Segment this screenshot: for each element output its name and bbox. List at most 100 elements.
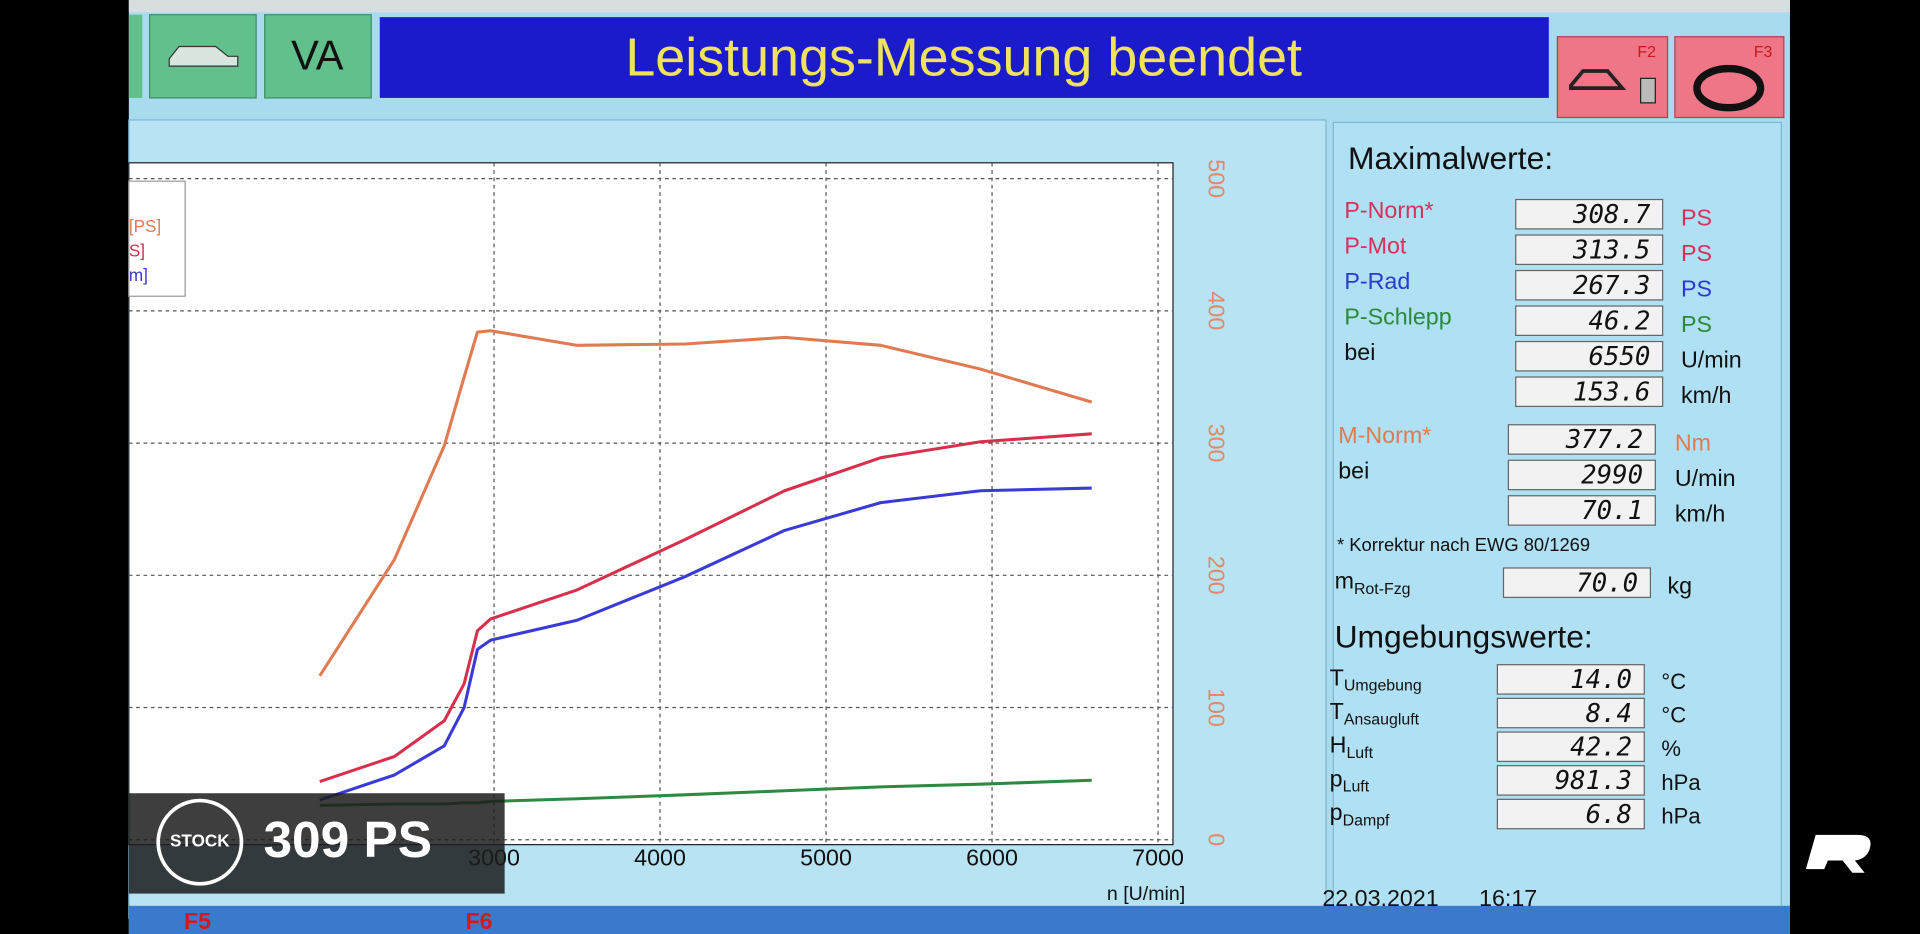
value: 70.0 (1576, 568, 1638, 598)
va-button[interactable] (264, 14, 372, 99)
label-main: p (1330, 799, 1343, 825)
row-unit: PS (1681, 240, 1712, 266)
button[interactable] (128, 14, 143, 98)
label-main: H (1330, 732, 1347, 758)
value-box (1515, 340, 1664, 372)
label-sub: Luft (1343, 779, 1370, 796)
x-tick-label: 5000 (800, 844, 852, 870)
row-label: bei (1344, 339, 1375, 365)
function-bar (128, 905, 1790, 934)
row-unit: hPa (1661, 770, 1701, 795)
row-unit: Nm (1675, 429, 1711, 455)
note: * Korrektur nach EWG 80/1269 (1337, 534, 1590, 555)
y-tick-label: 300 (1203, 424, 1229, 463)
series-line (319, 432, 1092, 784)
legend-text: S] (129, 241, 145, 261)
row-label: pDampf (1330, 799, 1390, 829)
row-label: P-Rad (1344, 268, 1410, 294)
car-icon (168, 45, 239, 67)
label-main: T (1330, 665, 1344, 691)
value: 313.5 (1572, 235, 1650, 265)
row-label: bei (1338, 458, 1369, 484)
value-box (1496, 664, 1645, 695)
value-box (1496, 697, 1645, 729)
row-unit: PS (1681, 275, 1712, 301)
value-box (1496, 731, 1645, 763)
badge-circle (156, 798, 244, 886)
x-tick-label: 4000 (634, 844, 686, 870)
f3-label: F3 (1754, 44, 1773, 61)
row-label: P-Mot (1344, 232, 1407, 258)
value-box (1515, 198, 1664, 230)
plot-area (128, 162, 1174, 846)
row-unit: km/h (1675, 500, 1725, 526)
label-sub: Ansaugluft (1344, 712, 1420, 729)
label-main: T (1330, 698, 1344, 724)
value-box (1515, 376, 1664, 408)
value: 6550 (1589, 342, 1651, 372)
row-unit: U/min (1681, 346, 1742, 372)
value: 267.3 (1573, 271, 1650, 301)
row-unit: kg (1668, 573, 1693, 599)
legend-text: [PS] (129, 216, 161, 236)
y-tick-label: 500 (1203, 159, 1229, 198)
brake-icon (1693, 64, 1765, 112)
value: 377.2 (1565, 425, 1643, 455)
value-box (1507, 459, 1656, 491)
row-unit: U/min (1675, 465, 1736, 491)
row-label: P-Norm* (1344, 197, 1433, 223)
label-sub: Umgebung (1344, 678, 1422, 695)
label-sub: Luft (1346, 745, 1373, 762)
y-tick-label: 200 (1203, 556, 1229, 595)
label-main: p (1330, 766, 1343, 792)
overlay-box (128, 793, 505, 894)
value: 70.1 (1581, 496, 1643, 526)
value: 2990 (1581, 461, 1643, 491)
row-label: M-Norm* (1338, 422, 1431, 448)
va-label: VA (291, 32, 344, 79)
value-box (1515, 234, 1664, 266)
value-box (1515, 269, 1664, 301)
x-axis-label: n [U/min] (1107, 883, 1185, 905)
panel-title: Maximalwerte: (1348, 140, 1553, 176)
value: 14.0 (1570, 665, 1632, 695)
row-label: TAnsaugluft (1330, 698, 1420, 728)
x-tick-label: 7000 (1132, 844, 1184, 870)
car-icon (1568, 69, 1627, 90)
value: 308.7 (1572, 200, 1651, 230)
f2-label: F2 (1637, 44, 1656, 61)
series-line (318, 329, 1093, 677)
value: 6.8 (1586, 800, 1632, 830)
row-label: TUmgebung (1330, 665, 1422, 695)
legend-box (128, 180, 186, 297)
row-unit: km/h (1681, 382, 1731, 408)
date: 22.03.2021 (1322, 885, 1438, 911)
series-line (319, 486, 1092, 802)
row-unit: PS (1681, 204, 1712, 230)
y-tick-label: 400 (1203, 291, 1229, 330)
value-box (1507, 424, 1656, 455)
icon (1639, 77, 1656, 104)
value-box (1496, 765, 1645, 796)
label-sub: Dampf (1343, 813, 1390, 830)
badge-text: STOCK (170, 831, 230, 851)
function-key: F5 (184, 908, 211, 934)
row-unit: % (1661, 736, 1681, 761)
row-label: P-Schlepp (1344, 303, 1451, 329)
row-unit: hPa (1661, 804, 1701, 829)
row-label: pLuft (1330, 766, 1370, 796)
value-box (1507, 495, 1656, 526)
title: Leistungs-Messung beendet (625, 27, 1302, 87)
value-box (1502, 567, 1652, 598)
row-unit: °C (1661, 669, 1686, 694)
label-sub: Rot-Fzg (1354, 581, 1411, 598)
x-tick-label: 6000 (966, 844, 1018, 870)
label-main: m (1335, 568, 1354, 594)
row-label: HLuft (1330, 732, 1374, 762)
logo (1805, 834, 1871, 873)
row-unit: PS (1681, 311, 1712, 337)
value: 42.2 (1570, 732, 1632, 762)
y-tick-label: 0 (1203, 833, 1229, 846)
